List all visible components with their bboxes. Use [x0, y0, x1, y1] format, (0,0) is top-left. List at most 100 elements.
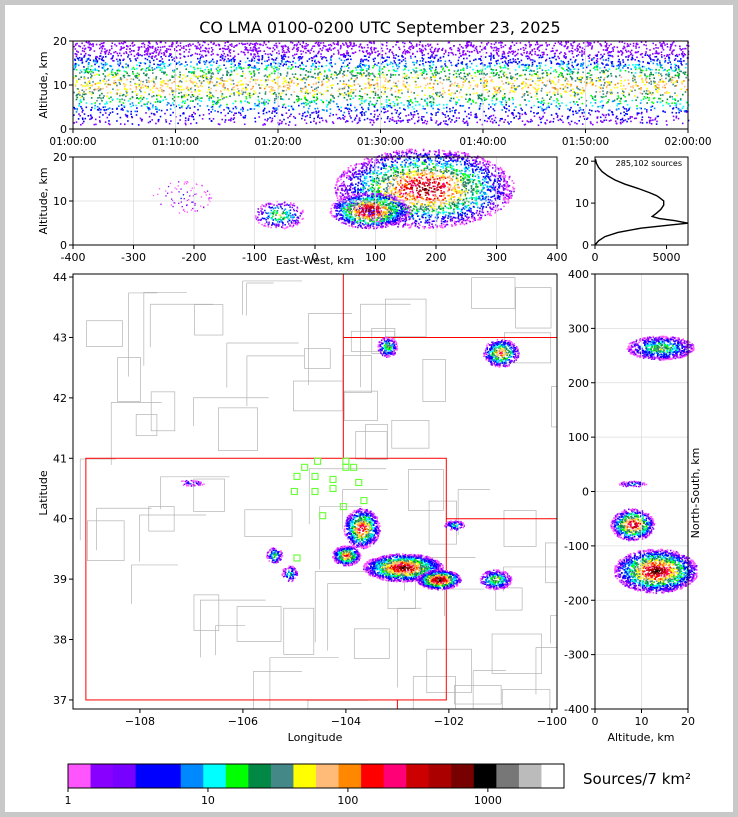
- longitude-tick-label: −106: [228, 715, 258, 728]
- north-south-y-tick-label: 200: [568, 377, 589, 390]
- latitude-label: Latitude: [37, 470, 50, 516]
- altitude-time-density: [73, 41, 690, 127]
- altitude-time-x-tick-label: 01:30:00: [357, 136, 404, 148]
- colorbar-bin: [428, 764, 452, 788]
- east-west-y-tick-label: 20: [53, 151, 67, 164]
- altitude-histogram-panel: 0 5000 0 10 20 285,102 sources: [575, 155, 689, 264]
- north-south-y-tick-label: 100: [568, 431, 589, 444]
- colorbar-bin: [361, 764, 385, 788]
- lma-station-marker: [301, 463, 309, 471]
- north-south-y-tick-label: -400: [564, 703, 589, 716]
- altitude-time-y-tick-label: 10: [53, 79, 67, 92]
- county-borders: [79, 277, 557, 709]
- lma-station-marker: [329, 484, 337, 493]
- north-south-altitude-density: [610, 335, 698, 594]
- colorbar-bin: [113, 764, 137, 788]
- lma-station-marker: [342, 457, 350, 465]
- histogram-y-tick-label: 0: [582, 239, 589, 252]
- altitude-time-x-tick-label: 01:40:00: [459, 136, 506, 148]
- colorbar-bin: [406, 764, 430, 788]
- lma-station-marker: [339, 503, 347, 511]
- east-west-altitude-panel: -400 -300 -200 -100 0 100 200 300 400 0 10 20 Altit…: [37, 148, 568, 267]
- colorbar-bin: [383, 764, 407, 788]
- longitude-tick-label: −102: [434, 715, 464, 728]
- east-west-x-tick-label: 400: [547, 251, 568, 264]
- lma-station-marker: [360, 497, 368, 505]
- longitude-label: Longitude: [288, 731, 343, 744]
- altitude-time-y-tick-label: 20: [53, 35, 67, 48]
- east-west-x-tick-label: -100: [242, 251, 267, 264]
- altitude-time-x-tick-label: 02:00:00: [664, 136, 711, 148]
- chart-title: CO LMA 0100-0200 UTC September 23, 2025: [199, 18, 560, 37]
- colorbar-label: Sources/7 km²: [583, 770, 691, 788]
- source-count-annotation: 285,102 sources: [616, 159, 682, 168]
- altitude-time-x-tick-label: 01:50:00: [562, 136, 609, 148]
- north-south-x-tick-label: 0: [592, 715, 599, 728]
- lma-station-marker: [311, 487, 319, 496]
- north-south-y-tick-label: 300: [568, 322, 589, 335]
- colorbar-tick-label: 10: [201, 794, 215, 807]
- north-south-y-tick-label: -300: [564, 649, 589, 662]
- histogram-y-tick-label: 20: [575, 155, 589, 168]
- state-borders: [85, 274, 557, 709]
- histogram-x-tick-label: 5000: [653, 251, 681, 264]
- latitude-tick-label: 39: [53, 573, 67, 586]
- longitude-tick-label: −104: [331, 715, 361, 728]
- lma-station-marker: [329, 475, 337, 483]
- east-west-y-tick-label: 10: [53, 195, 67, 208]
- colorbar-bin: [248, 764, 272, 788]
- plan-view-density: [181, 336, 520, 591]
- histogram-x-tick-label: 0: [592, 251, 599, 264]
- lma-station-marker: [319, 512, 327, 520]
- colorbar-bin: [496, 764, 520, 788]
- north-south-y-tick-label: 0: [582, 486, 589, 499]
- north-south-xlabel: Altitude, km: [607, 731, 674, 744]
- north-south-altitude-panel: 0 10 20 -400 -300 -200 -100 0 100 200 300 400 North…: [564, 268, 702, 744]
- colorbar-bin: [293, 764, 317, 788]
- latitude-tick-label: 37: [53, 694, 67, 707]
- lma-station-marker: [311, 472, 319, 480]
- colorbar-bin: [338, 764, 362, 788]
- lma-station-marker: [293, 554, 301, 562]
- latitude-tick-label: 41: [53, 452, 67, 465]
- colorbar-bin: [158, 764, 182, 788]
- colorbar-bin: [203, 764, 227, 788]
- lma-station-marker: [314, 457, 322, 465]
- colorbar-bin: [518, 764, 542, 788]
- altitude-histogram-line: [594, 158, 689, 246]
- colorbar-bin: [68, 764, 92, 788]
- east-west-x-tick-label: 200: [426, 251, 447, 264]
- altitude-time-x-tick-label: 01:20:00: [254, 136, 301, 148]
- colorbar-bin: [541, 764, 565, 788]
- north-south-x-tick-label: 10: [635, 715, 649, 728]
- longitude-tick-label: −108: [125, 715, 155, 728]
- altitude-time-x-tick-label: 01:00:00: [49, 136, 96, 148]
- east-west-x-tick-label: -400: [61, 251, 86, 264]
- lma-figure: CO LMA 0100-0200 UTC September 23, 2025 …: [37, 18, 712, 807]
- east-west-xlabel: East-West, km: [276, 254, 354, 267]
- east-west-y-tick-label: 0: [60, 239, 67, 252]
- plan-view-panel: −108 −106 −104 −102 −100 37 38 39 40 41 42 43 44 Lat…: [37, 271, 567, 744]
- colorbar-bin: [270, 764, 294, 788]
- colorbar: 1 10 100 1000 Sources/7 km²: [65, 763, 691, 807]
- latitude-tick-label: 42: [53, 392, 67, 405]
- colorbar-tick-label: 1000: [474, 794, 502, 807]
- colorbar-tick-label: 1: [65, 794, 72, 807]
- lma-station-marker: [350, 463, 358, 471]
- latitude-tick-label: 43: [53, 331, 67, 344]
- lma-station-marker: [290, 487, 298, 496]
- east-west-x-tick-label: 100: [365, 251, 386, 264]
- north-south-y-tick-label: -100: [564, 540, 589, 553]
- colorbar-bin: [90, 764, 114, 788]
- east-west-x-tick-label: 0: [312, 251, 319, 264]
- north-south-y-tick-label: 400: [568, 268, 589, 281]
- colorbar-bin: [451, 764, 475, 788]
- north-south-ylabel: North-South, km: [689, 448, 702, 539]
- colorbar-tick-label: 100: [337, 794, 358, 807]
- east-west-x-tick-label: -300: [121, 251, 146, 264]
- latitude-tick-label: 38: [53, 634, 67, 647]
- colorbar-bin: [473, 764, 497, 788]
- colorbar-bin: [180, 764, 204, 788]
- histogram-y-tick-label: 10: [575, 197, 589, 210]
- latitude-tick-label: 40: [53, 513, 67, 526]
